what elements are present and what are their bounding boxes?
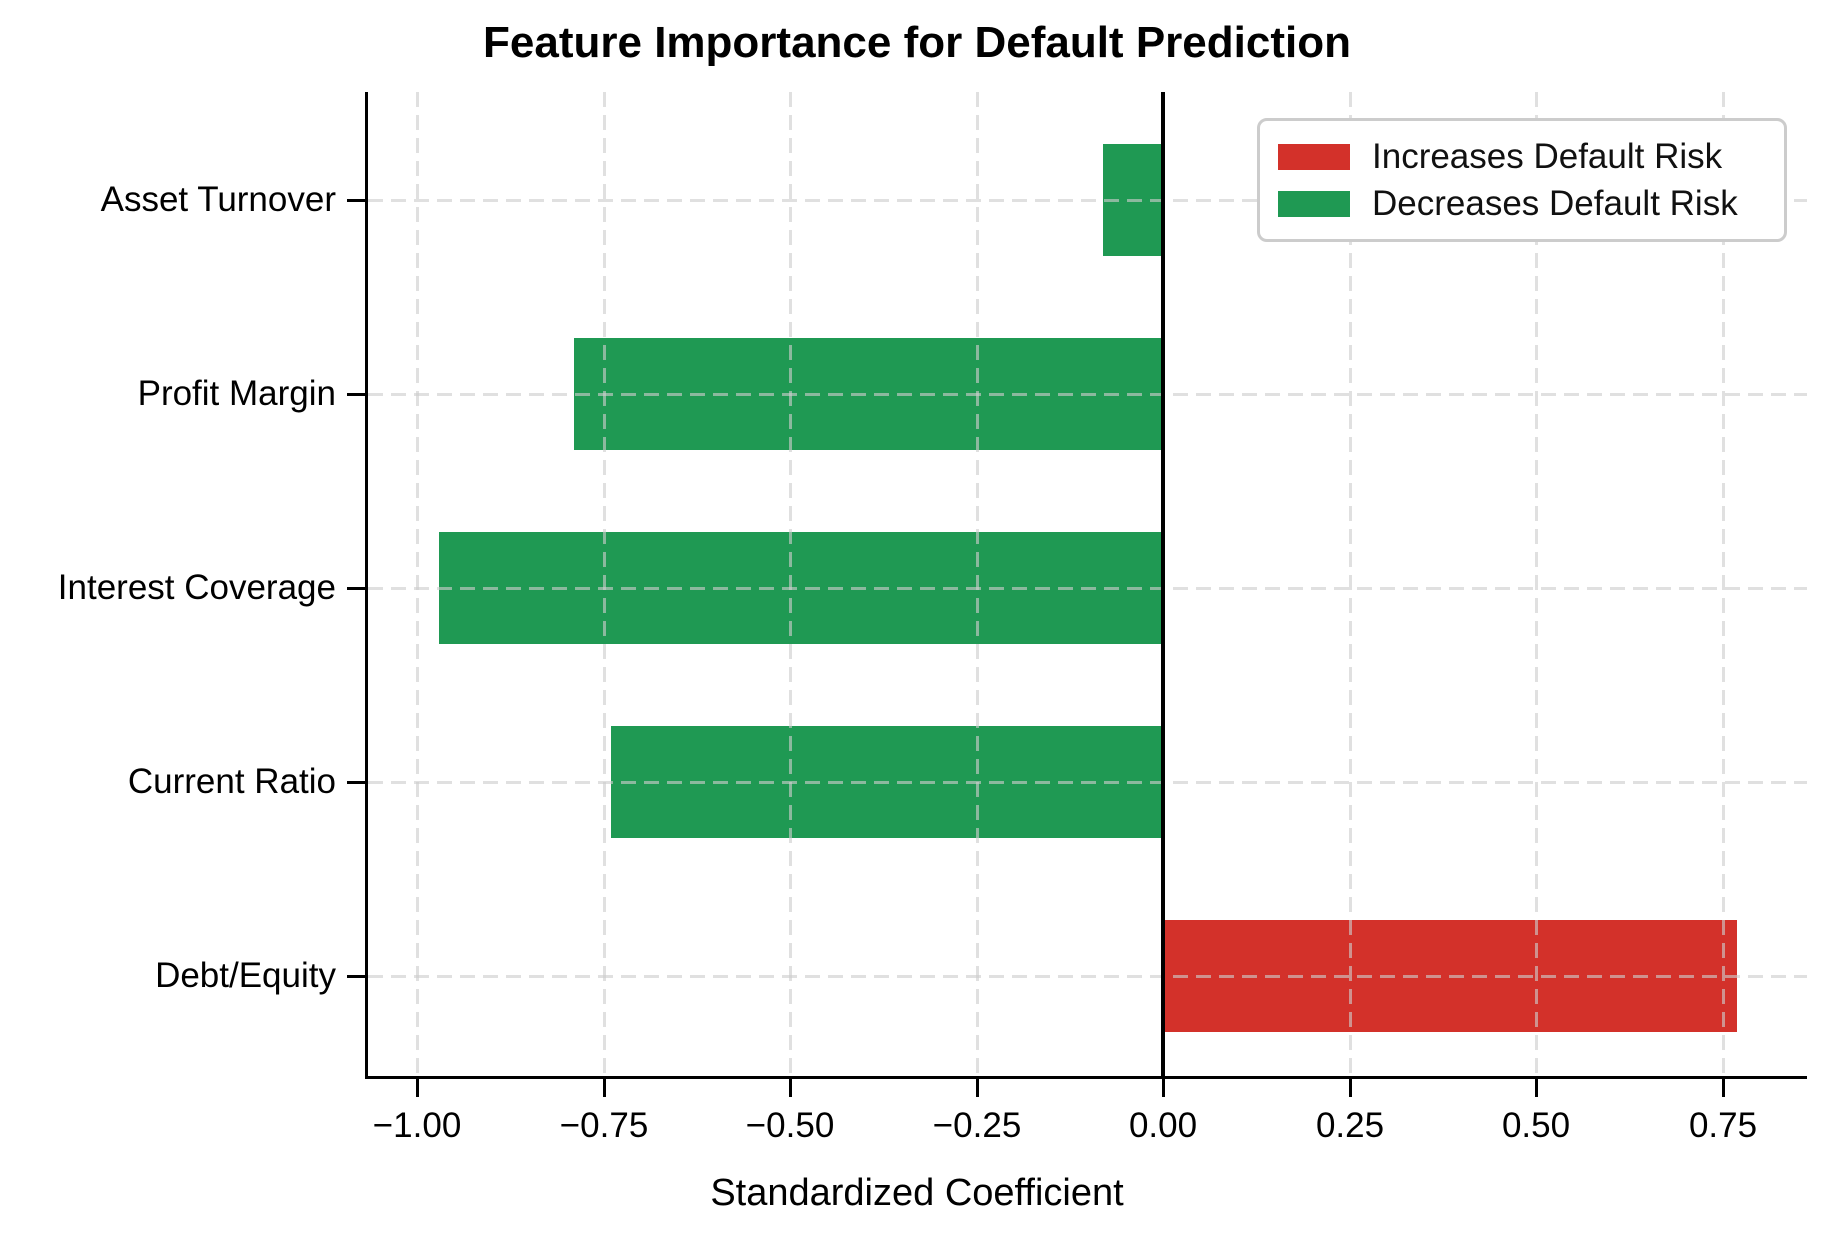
y-axis-tick xyxy=(347,781,365,784)
x-axis-tick xyxy=(1162,1079,1165,1097)
y-tick-label-asset-turnover: Asset Turnover xyxy=(100,180,336,219)
gridline-vertical xyxy=(789,92,792,1076)
x-axis-tick xyxy=(416,1079,419,1097)
y-axis-tick xyxy=(347,393,365,396)
legend-swatch-increase-icon xyxy=(1278,143,1350,170)
x-tick-label: −0.25 xyxy=(932,1106,1022,1145)
x-tick-label: −1.00 xyxy=(372,1106,462,1145)
x-axis-tick xyxy=(976,1079,979,1097)
y-axis-spine xyxy=(365,92,368,1079)
x-tick-label: 0.50 xyxy=(1501,1106,1571,1145)
gridline-vertical xyxy=(1722,92,1725,1076)
x-tick-label: −0.75 xyxy=(559,1106,649,1145)
legend-item-increase: Increases Default Risk xyxy=(1278,135,1766,179)
x-axis-spine xyxy=(365,1076,1807,1079)
zero-baseline xyxy=(1161,92,1165,1076)
legend-swatch-decrease-icon xyxy=(1278,190,1350,217)
legend: Increases Default Risk Decreases Default… xyxy=(1257,118,1787,242)
y-tick-label-debt-equity: Debt/Equity xyxy=(155,956,336,995)
y-axis-tick xyxy=(347,975,365,978)
gridline-vertical xyxy=(1349,92,1352,1076)
x-tick-label: −0.50 xyxy=(745,1106,835,1145)
gridline-horizontal xyxy=(368,587,1807,590)
y-axis-tick xyxy=(347,199,365,202)
gridline-horizontal xyxy=(368,781,1807,784)
x-axis-title: Standardized Coefficient xyxy=(710,1172,1124,1214)
gridline-vertical xyxy=(1535,92,1538,1076)
y-tick-label-interest-coverage: Interest Coverage xyxy=(57,568,336,607)
y-tick-label-current-ratio: Current Ratio xyxy=(127,762,336,801)
legend-label-decrease: Decreases Default Risk xyxy=(1372,183,1738,223)
x-axis-tick xyxy=(789,1079,792,1097)
gridline-horizontal xyxy=(368,393,1807,396)
gridline-vertical xyxy=(976,92,979,1076)
x-axis-tick xyxy=(1349,1079,1352,1097)
gridline-horizontal xyxy=(368,975,1807,978)
x-tick-label: 0.75 xyxy=(1688,1106,1758,1145)
y-tick-label-profit-margin: Profit Margin xyxy=(137,374,336,413)
plot-area: −1.00 −0.75 −0.50 −0.25 0.00 0.25 0.50 0.75 Asse… xyxy=(58,92,1807,1145)
x-axis-tick xyxy=(1535,1079,1538,1097)
x-axis-tick xyxy=(603,1079,606,1097)
chart-title: Feature Importance for Default Predictio… xyxy=(483,18,1351,67)
x-tick-label: 0.00 xyxy=(1128,1106,1198,1145)
legend-item-decrease: Decreases Default Risk xyxy=(1278,182,1766,226)
x-tick-label: 0.25 xyxy=(1315,1106,1385,1145)
legend-label-increase: Increases Default Risk xyxy=(1372,136,1723,176)
gridline-horizontal xyxy=(368,199,1807,202)
x-axis-tick xyxy=(1722,1079,1725,1097)
gridline-vertical xyxy=(603,92,606,1076)
gridline-vertical xyxy=(416,92,419,1076)
y-axis-tick xyxy=(347,587,365,590)
